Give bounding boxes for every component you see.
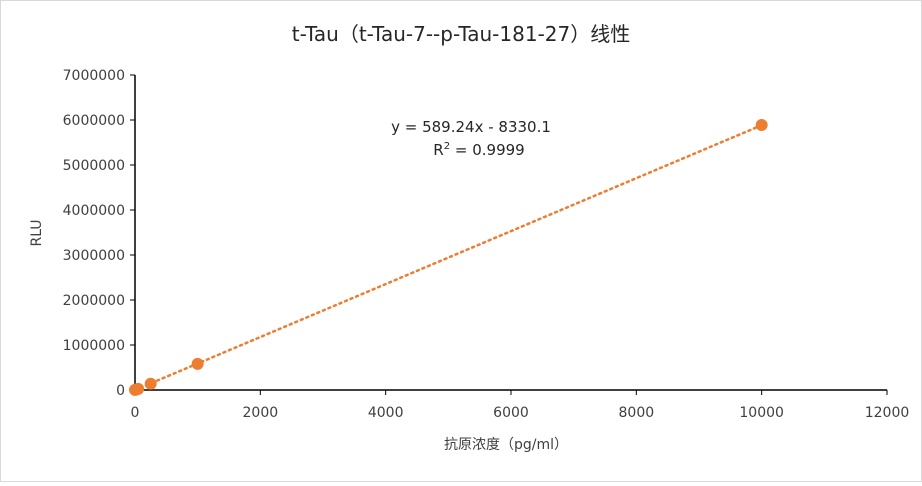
data-point [132, 382, 145, 395]
x-tick-label: 10000 [739, 405, 784, 421]
data-point [755, 118, 768, 131]
data-points [129, 118, 768, 396]
y-axis-label: RLU [29, 219, 45, 246]
r-squared-value: = 0.9999 [450, 141, 525, 159]
y-tick-label: 0 [116, 383, 125, 399]
y-tick-label: 2000000 [63, 293, 125, 309]
x-tick-label: 6000 [493, 405, 529, 421]
r-squared-label: R2 = 0.9999 [433, 141, 524, 159]
x-tick-label: 4000 [368, 405, 404, 421]
y-tick-label: 7000000 [63, 68, 125, 84]
chart-title: t-Tau（t-Tau-7--p-Tau-181-27）线性 [292, 22, 630, 46]
data-point [144, 377, 157, 390]
trendline-group [133, 123, 763, 392]
y-tick-label: 1000000 [63, 338, 125, 354]
r-squared-superscript: 2 [444, 141, 450, 152]
r-squared-letter: R [433, 141, 443, 159]
y-tick-label: 6000000 [63, 113, 125, 129]
y-tick-labels: 0 1000000 2000000 3000000 4000000 5000000 6000… [63, 68, 125, 399]
x-tick-label: 12000 [865, 405, 910, 421]
y-tick-label: 4000000 [63, 203, 125, 219]
trendline [133, 123, 763, 392]
x-axis-label: 抗原浓度（pg/ml） [444, 437, 568, 453]
y-tick-label: 3000000 [63, 248, 125, 264]
axes [130, 74, 888, 395]
x-tick-label: 2000 [243, 405, 279, 421]
x-tick-label: 0 [131, 405, 140, 421]
y-tick-label: 5000000 [63, 158, 125, 174]
x-tick-labels: 0 2000 4000 6000 8000 10000 12000 [131, 405, 910, 421]
x-tick-label: 8000 [619, 405, 655, 421]
trendline-equation: y = 589.24x - 8330.1 [391, 118, 551, 136]
data-point [191, 357, 204, 370]
